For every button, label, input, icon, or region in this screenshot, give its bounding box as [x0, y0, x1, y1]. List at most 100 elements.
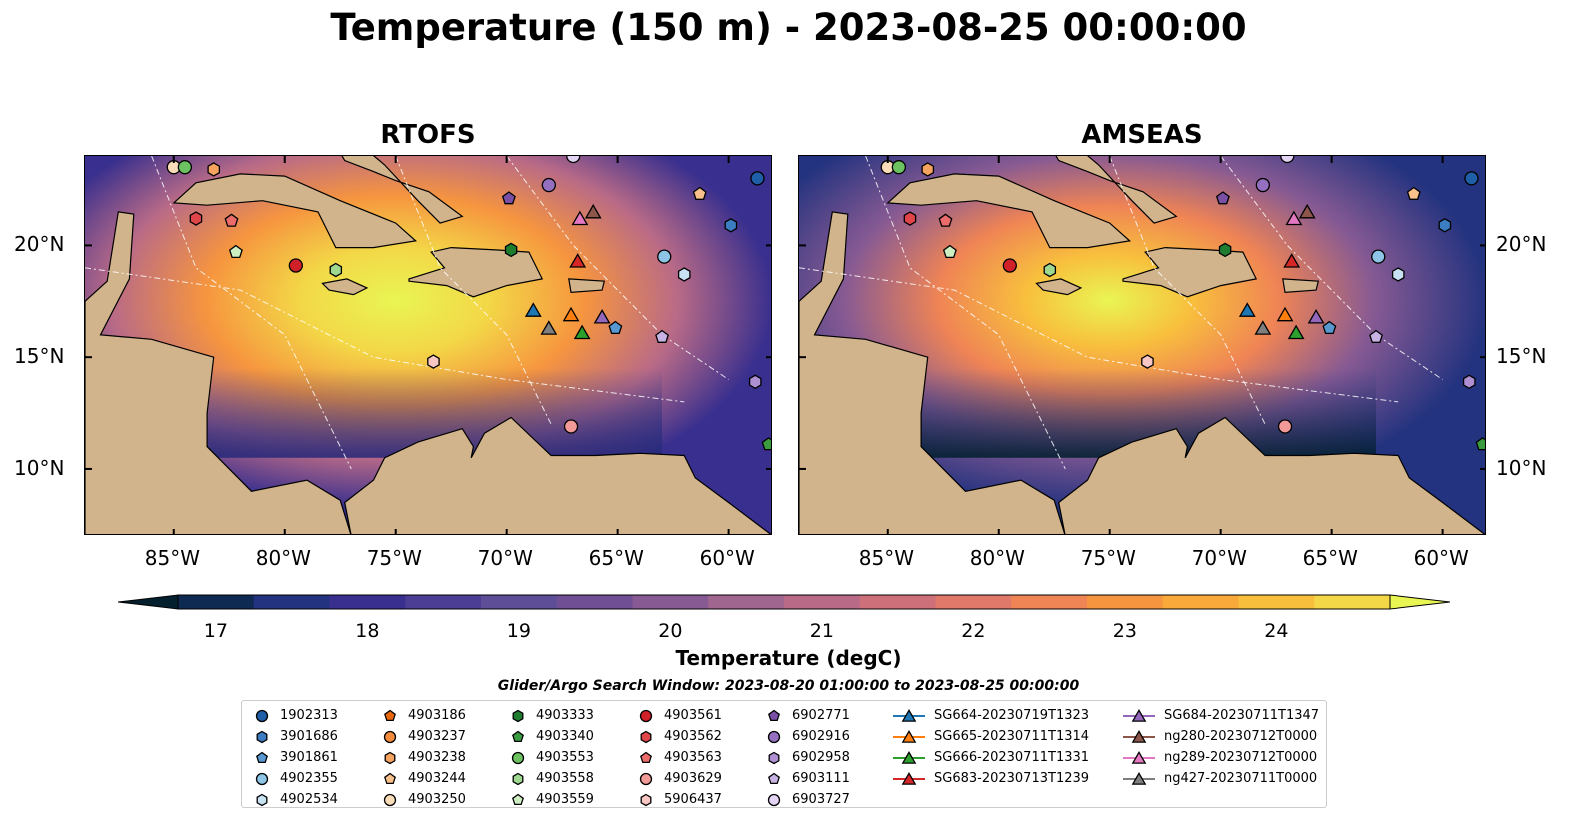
- colorbar-segment: [632, 595, 709, 609]
- panel-title-rtofs: RTOFS: [380, 120, 476, 150]
- legend-marker: [768, 772, 780, 784]
- argo-marker-icon: [383, 793, 397, 806]
- obs-marker-4903340: [761, 437, 771, 451]
- legend-marker: [639, 772, 653, 785]
- argo-marker-icon: [511, 751, 525, 764]
- lat-tick-label: 10°N: [1496, 455, 1547, 480]
- argo-marker-icon: [512, 730, 524, 742]
- lon-tick-label: 65°W: [1302, 546, 1358, 570]
- legend-marker: [1131, 729, 1147, 743]
- legend-label: 4902355: [280, 771, 338, 786]
- obs-marker-ng289-20230712T0000: [1285, 210, 1303, 226]
- legend-column: SG664-20230719T1323 SG665-20230711T1314 SG…: [892, 705, 1089, 789]
- legend-item: 3901686: [252, 726, 338, 747]
- legend-marker: [767, 730, 781, 743]
- argo-marker-icon: [640, 730, 652, 743]
- legend-marker: [901, 708, 917, 722]
- legend-item: 4903333: [508, 705, 594, 726]
- legend-marker: [255, 772, 269, 785]
- legend-label: SG683-20230713T1239: [934, 771, 1090, 786]
- obs-marker-6903111: [1369, 329, 1383, 343]
- legend-column: SG684-20230711T1347 ng280-20230712T0000 ng…: [1122, 705, 1319, 789]
- legend-item: ng280-20230712T0000: [1122, 726, 1319, 747]
- obs-marker-3901861: [1322, 320, 1337, 335]
- obs-marker-6902958: [1462, 374, 1476, 390]
- land-south: [1058, 416, 1485, 534]
- obs-marker-SG666-20230711T1331: [573, 324, 591, 340]
- argo-marker-icon: [512, 793, 524, 805]
- obs-marker-ng289-20230712T0000: [571, 210, 589, 226]
- land-bahamas: [341, 156, 464, 224]
- lat-tick-label: 10°N: [14, 455, 65, 480]
- argo-marker-icon: [767, 730, 781, 743]
- legend-marker: [256, 751, 268, 763]
- colorbar-tick-label: 17: [203, 620, 228, 642]
- glider-marker-icon: [1123, 750, 1155, 764]
- legend-column: 4903561 4903562 4903563 4903629 5906437: [636, 705, 722, 810]
- obs-marker-SG665-20230711T1314: [1276, 306, 1294, 322]
- lat-tick-label: 15°N: [14, 344, 65, 369]
- obs-marker-1902313: [1464, 171, 1479, 186]
- glider-marker-icon: [1123, 729, 1155, 743]
- colorbar-segment: [1087, 595, 1164, 609]
- legend-marker: [767, 793, 781, 806]
- obs-marker-4903629: [563, 419, 579, 434]
- legend-item: 6903111: [764, 768, 850, 789]
- amseas-map: [798, 155, 1486, 535]
- colorbar-segment: [481, 595, 558, 609]
- legend-item: 4903238: [380, 747, 466, 768]
- lon-tick-label: 85°W: [858, 546, 914, 570]
- obs-marker-5906437: [427, 354, 440, 369]
- obs-marker-6903727: [1280, 156, 1295, 164]
- legend-label: 4903340: [536, 729, 594, 744]
- legend-item: 5906437: [636, 789, 722, 810]
- legend-marker: [1131, 771, 1147, 785]
- argo-marker-icon: [255, 709, 269, 722]
- legend-item: 4903563: [636, 747, 722, 768]
- legend-label: 4903563: [664, 750, 722, 765]
- legend-marker: [384, 772, 396, 784]
- colorbar-segment: [1011, 595, 1088, 609]
- legend-marker: [768, 709, 780, 721]
- legend-marker: [512, 730, 524, 742]
- obs-marker-3901686: [724, 218, 738, 233]
- lon-tick-label: 75°W: [1080, 546, 1136, 570]
- land-puertorico: [568, 278, 606, 294]
- obs-marker-4903562: [189, 211, 203, 226]
- legend-marker: [512, 793, 524, 805]
- land-puertorico: [1282, 278, 1320, 294]
- legend-marker: [383, 730, 397, 743]
- legend-item: 4903340: [508, 726, 594, 747]
- legend-label: 4903562: [664, 729, 722, 744]
- lat-tick-label: 20°N: [1496, 232, 1547, 257]
- legend-label: 1902313: [280, 708, 338, 723]
- argo-marker-icon: [639, 709, 653, 722]
- obs-marker-6902916: [541, 177, 556, 193]
- glider-marker-icon: [893, 771, 925, 785]
- legend-marker: [1131, 708, 1147, 722]
- argo-marker-icon: [767, 793, 781, 806]
- obs-marker-4903340: [1475, 437, 1485, 451]
- land-south: [344, 416, 771, 534]
- argo-marker-icon: [383, 730, 397, 743]
- colorbar-label: Temperature (degC): [675, 646, 902, 670]
- legend-label: 6903727: [792, 792, 850, 807]
- lat-tick-label: 20°N: [14, 232, 65, 257]
- obs-marker-4902355: [657, 249, 672, 264]
- legend-label: 4903237: [408, 729, 466, 744]
- lon-tick-label: 65°W: [588, 546, 644, 570]
- legend-label: ng280-20230712T0000: [1164, 729, 1318, 744]
- obs-marker-5906437: [1141, 354, 1154, 369]
- legend-item: 4903629: [636, 768, 722, 789]
- legend-marker: [255, 709, 269, 722]
- rtofs-map: [84, 155, 772, 535]
- colorbar-segment: [253, 595, 330, 609]
- argo-marker-icon: [256, 793, 268, 806]
- legend-marker: [640, 793, 652, 806]
- colorbar-segment: [1162, 595, 1239, 609]
- obs-marker-6902771: [501, 191, 516, 205]
- argo-marker-icon: [768, 709, 780, 721]
- argo-marker-icon: [256, 751, 268, 763]
- argo-marker-icon: [640, 751, 652, 763]
- obs-marker-4903561: [1002, 258, 1017, 273]
